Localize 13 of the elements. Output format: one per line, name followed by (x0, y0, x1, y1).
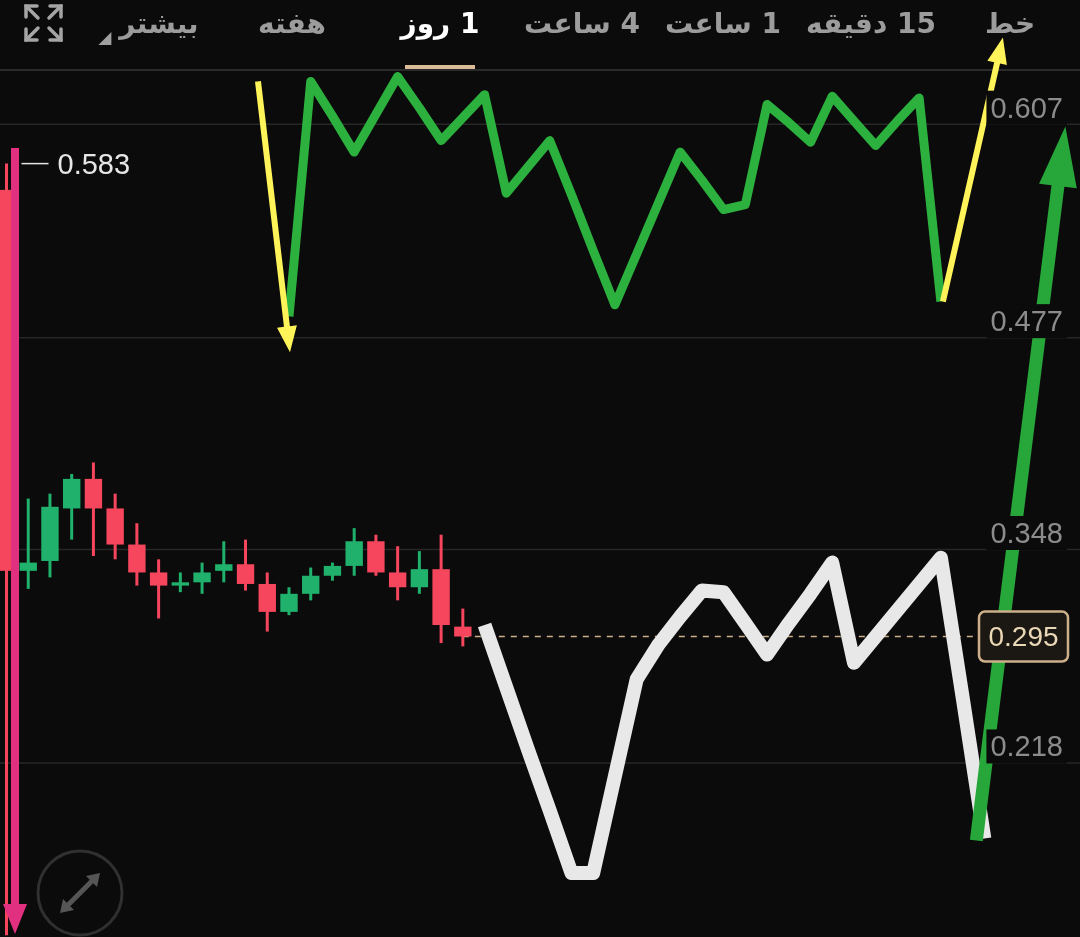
ref-line-label: 0.295 (988, 621, 1059, 653)
text: هفته (258, 6, 326, 42)
text: 1 روز (400, 6, 480, 42)
text: بیشتر (119, 6, 199, 42)
y-tick-label: 0.477 (990, 305, 1063, 338)
text: 4 ساعت (523, 6, 641, 42)
text: خط (984, 6, 1036, 42)
text: 1 ساعت (664, 6, 782, 42)
y-tick-label: 0.218 (990, 730, 1063, 763)
annotation: 0.583 (57, 147, 131, 180)
y-tick-label: 0.348 (990, 516, 1063, 549)
text: 15 دقیقه (806, 6, 936, 42)
y-tick-label: 0.607 (990, 91, 1063, 124)
